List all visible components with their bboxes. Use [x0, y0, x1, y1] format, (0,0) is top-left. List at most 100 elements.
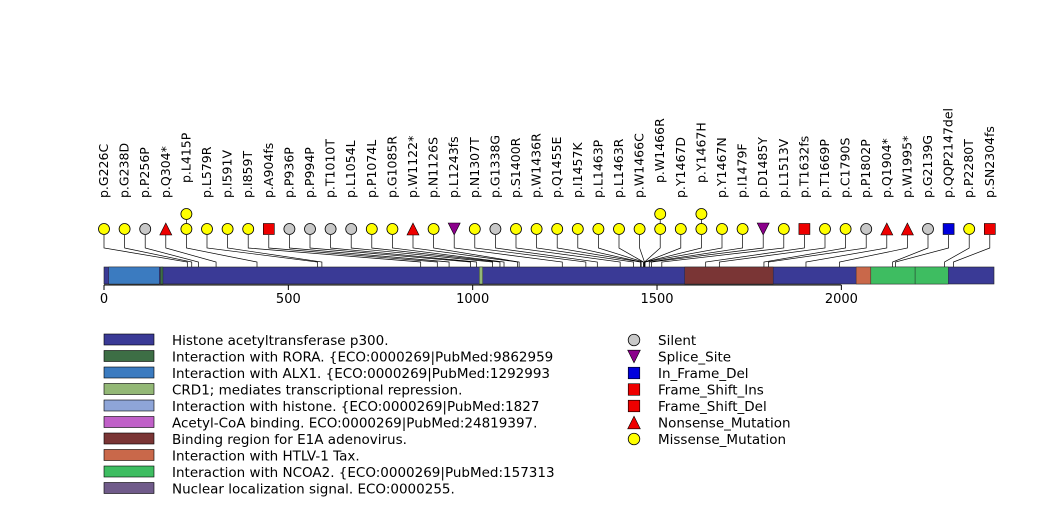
mutation-marker-nonsense [880, 222, 894, 236]
mutation-label: p.T1010T [323, 139, 338, 198]
mutation-connector [247, 235, 422, 267]
legend-domain-swatch [103, 432, 155, 445]
mutation-label: p.S1400R [508, 137, 523, 198]
mutation-connector [556, 235, 641, 267]
mutation-marker-missense [695, 208, 708, 220]
mutation-marker-missense [839, 223, 852, 235]
mutation-label: p.T1669P [817, 139, 832, 198]
mutation-connector [651, 235, 764, 267]
protein-domain [108, 266, 160, 285]
mutation-marker-missense [180, 223, 193, 235]
legend-domain-label: Nuclear localization signal. ECO:0000255… [172, 482, 455, 498]
mutation-marker-silent [139, 223, 152, 235]
mutation-label: p.Y1467D [673, 137, 688, 198]
mutation-marker-missense [613, 223, 625, 235]
mutation-label: p.L1463P [590, 139, 605, 198]
mutation-marker-silent [283, 223, 296, 235]
mutation-marker-missense [242, 223, 255, 235]
mutation-marker-silent [324, 223, 337, 235]
mutation-label: p.I1457K [570, 142, 585, 198]
mutation-connector [453, 235, 563, 267]
legend-domain-label: Histone acetyltransferase p300. [172, 333, 389, 349]
mutation-marker-missense [530, 223, 543, 235]
mutation-label: p.G1085R [384, 136, 399, 198]
legend-domain-label: Acetyl-CoA binding. ECO:0000269|PubMed:2… [172, 416, 537, 432]
mutation-label: p.P1074L [364, 140, 379, 198]
mutation-marker-missense [654, 223, 667, 235]
protein-domain [684, 266, 774, 285]
legend-mutation-label: Frame_Shift_Del [658, 399, 767, 415]
mutation-label: p.A904fs [261, 143, 276, 198]
mutation-marker-silent [922, 223, 934, 235]
mutation-label: p.L1243fs [446, 136, 461, 198]
mutation-connector [309, 235, 471, 267]
mutation-label: p.W1466C [632, 133, 647, 198]
mutation-label: p.P256P [137, 147, 152, 198]
legend-domain-swatch [103, 482, 155, 494]
mutation-connector-lines [103, 214, 991, 267]
mutation-connector [330, 235, 477, 267]
mutation-label: p.G2139G [920, 135, 935, 198]
legend-domain-swatch [103, 333, 155, 346]
mutation-marker-missense [551, 223, 564, 235]
axis-tick-label: 1000 [456, 292, 489, 307]
mutation-connector [644, 235, 723, 267]
mutation-marker-missense [654, 208, 667, 220]
legend-mutation-label: Frame_Shift_Ins [658, 383, 764, 399]
mutation-connector [618, 235, 644, 267]
mutation-marker-frame-shift [262, 223, 275, 235]
mutation-connector [577, 235, 642, 267]
mutation-marker-missense [98, 223, 110, 235]
mutation-label: p.P936P [281, 147, 296, 198]
mutation-connector [805, 235, 888, 267]
legend-domain-label: Interaction with NCOA2. {ECO:0000269|Pub… [172, 465, 555, 481]
mutation-label: p.G226C [96, 144, 111, 198]
mutation-marker-missense [427, 223, 440, 235]
axis-tick-label: 0 [100, 292, 108, 307]
mutation-connector [186, 235, 258, 267]
mutation-connector [433, 235, 520, 267]
mutation-marker-nonsense [900, 222, 914, 236]
mutation-connector [768, 235, 867, 267]
mutation-marker-missense [386, 223, 399, 235]
legend-marker-missense [627, 432, 641, 446]
mutation-connector [268, 235, 438, 267]
mutation-marker-silent [345, 223, 358, 235]
mutation-connector [705, 235, 805, 267]
mutation-labels: p.G226C p.G238D p.P256P p.Q304* p.L415P p.L57… [96, 108, 997, 198]
legend-mutation-label: In_Frame_Del [658, 366, 749, 382]
protein-domain [479, 266, 483, 285]
mutation-label: p.Q1455E [549, 136, 564, 198]
mutation-marker-missense [592, 223, 605, 235]
mutation-type-legend: SilentSplice_SiteIn_Frame_DelFrame_Shift… [627, 333, 791, 448]
mutation-markers [98, 208, 996, 236]
mutation-connector [892, 235, 929, 267]
mutation-label: p.N1307T [467, 137, 482, 198]
mutation-connector [598, 235, 644, 267]
mutation-connector [895, 235, 949, 267]
mutation-connector [474, 235, 587, 267]
mutation-label: p.I1479F [735, 143, 750, 198]
mutation-label: p.W1122* [405, 136, 420, 198]
axis-tick-label: 1500 [640, 292, 673, 307]
mutation-label: p.P994P [302, 147, 317, 198]
mutation-label: p.L415P [178, 132, 193, 183]
mutation-label: p.P1802P [858, 139, 873, 198]
protein-track [103, 266, 995, 285]
mutation-connector [515, 235, 621, 267]
mutation-marker-frame-shift [983, 223, 996, 235]
mutation-connector [536, 235, 634, 267]
legend-domain-label: CRD1; mediates transcriptional repressio… [172, 383, 462, 399]
legend-domain-label: Interaction with histone. {ECO:0000269|P… [172, 399, 539, 415]
mutation-connector [412, 235, 519, 267]
mutation-connector [644, 235, 661, 267]
axis-tick-label: 500 [276, 292, 301, 307]
mutation-label: p.L579R [199, 146, 214, 198]
legend-mutation-label: Missense_Mutation [658, 432, 786, 448]
mutation-marker-missense [221, 223, 234, 235]
mutation-marker-missense [118, 223, 131, 235]
mutation-connector [495, 235, 598, 267]
mutation-label: p.G238D [117, 143, 132, 198]
mutation-connector [661, 235, 785, 267]
legend-marker-frame-shift [627, 399, 641, 413]
